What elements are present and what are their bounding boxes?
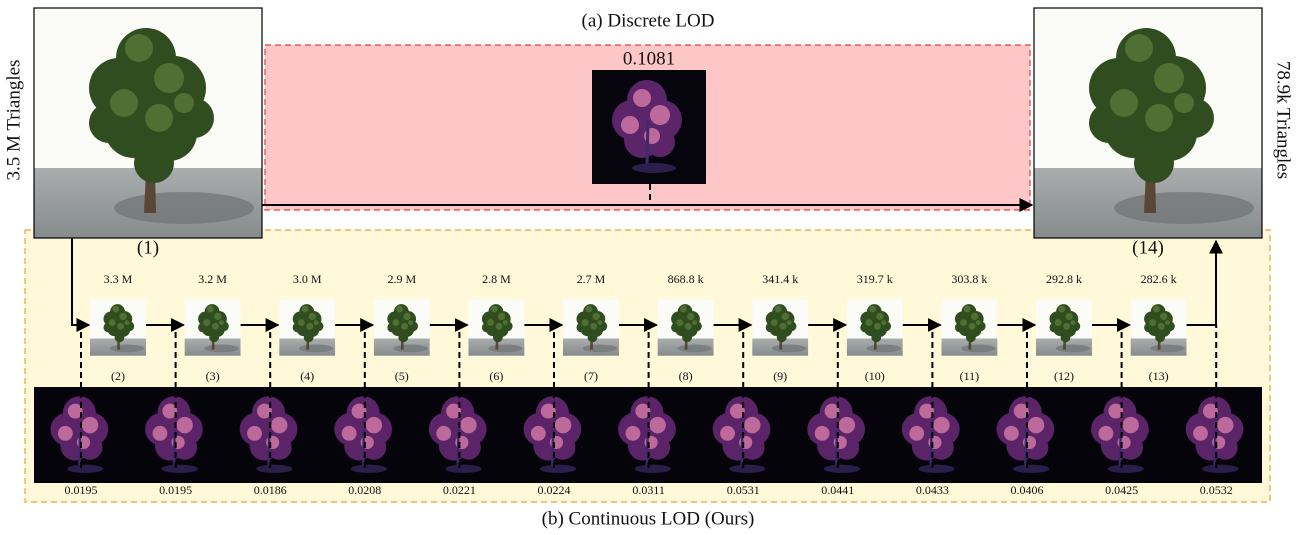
error-value: 0.0441 — [821, 483, 854, 497]
error-value: 0.0531 — [727, 483, 760, 497]
triangle-count: 3.0 M — [293, 272, 322, 286]
triangle-count: 319.7 k — [857, 272, 893, 286]
triangle-count: 282.6 k — [1141, 272, 1177, 286]
target-render — [1034, 8, 1262, 238]
lod-render — [846, 299, 903, 356]
lod-render — [90, 299, 146, 356]
triangle-count: 3.2 M — [198, 272, 227, 286]
triangle-count: 292.8 k — [1046, 272, 1082, 286]
triangle-count: 2.9 M — [387, 272, 416, 286]
title-b: (b) Continuous LOD (Ours) — [542, 508, 755, 529]
step-index: (12) — [1054, 369, 1074, 383]
triangle-count: 341.4 k — [762, 272, 798, 286]
error-value: 0.0195 — [159, 483, 192, 497]
left-label: 3.5 M Triangles — [3, 60, 24, 181]
step-index: (5) — [395, 369, 409, 383]
title-a: (a) Discrete LOD — [582, 10, 715, 31]
triangle-count: 868.8 k — [668, 272, 704, 286]
frame — [1033, 7, 1263, 239]
lod-render — [563, 299, 619, 356]
triangle-count: 3.3 M — [104, 272, 133, 286]
flow-arrow — [71, 238, 91, 332]
triangle-count: 303.8 k — [951, 272, 987, 286]
error-value: 0.0221 — [443, 483, 476, 497]
step-index: (2) — [111, 369, 125, 383]
error-value: 0.0532 — [1200, 483, 1233, 497]
step-index: (6) — [489, 369, 503, 383]
lod-render — [941, 299, 998, 356]
triangle-count: 2.7 M — [577, 272, 606, 286]
lod-render — [752, 299, 809, 356]
right-label: 78.9k Triangles — [1273, 61, 1294, 179]
lod-render — [184, 299, 241, 356]
error-value: 0.0311 — [632, 483, 665, 497]
source-render — [34, 8, 262, 238]
error-value: 0.0186 — [254, 483, 287, 497]
error-value: 0.0208 — [348, 483, 381, 497]
lod-render — [468, 299, 525, 356]
lod-render — [373, 299, 430, 356]
step-index: (9) — [773, 369, 787, 383]
error-value: 0.0433 — [916, 483, 949, 497]
continuous-sequence: 3.3 M (2) 3.2 M (3) 3.0 M (4) 2.9 M (5) 2.8 M (6)… — [49, 238, 1245, 497]
error-value: 0.0195 — [65, 483, 98, 497]
error-value: 0.0224 — [538, 483, 571, 497]
lod-render — [1036, 299, 1092, 356]
step-index: (4) — [300, 369, 314, 383]
error-value: 0.0406 — [1011, 483, 1044, 497]
step-index: (11) — [960, 369, 980, 383]
step-index: (7) — [584, 369, 598, 383]
lod-render — [1130, 299, 1187, 356]
lod-render — [279, 299, 336, 356]
error-value: 0.0425 — [1105, 483, 1138, 497]
source-index: (1) — [137, 237, 159, 258]
step-index: (13) — [1149, 369, 1169, 383]
target-index: (14) — [1132, 237, 1164, 258]
step-index: (3) — [206, 369, 220, 383]
discrete-error: 0.1081 — [623, 48, 675, 69]
step-index: (8) — [679, 369, 693, 383]
step-index: (10) — [865, 369, 885, 383]
lod-render — [657, 299, 714, 356]
triangle-count: 2.8 M — [482, 272, 511, 286]
frame — [33, 7, 263, 239]
